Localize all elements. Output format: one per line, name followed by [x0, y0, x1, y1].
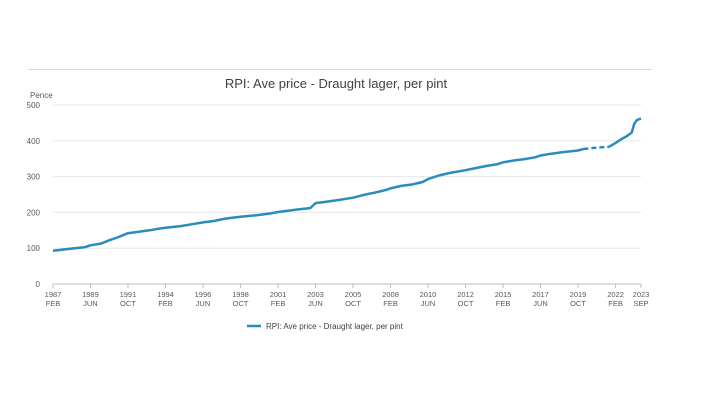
x-tick-year: 2010	[420, 290, 437, 299]
x-tick-year: 2008	[382, 290, 399, 299]
x-tick-year: 2005	[345, 290, 362, 299]
chart-top-divider	[28, 69, 652, 70]
series-lines	[52, 117, 642, 252]
y-axis-ticks: 0 100 200 300 400 500	[27, 101, 41, 289]
x-tick-year: 2001	[270, 290, 287, 299]
x-tick-year: 2003	[307, 290, 324, 299]
x-tick-year: 1996	[195, 290, 212, 299]
series-line-dashed	[583, 145, 609, 151]
x-tick-month: JUN	[533, 299, 548, 308]
x-tick-month: OCT	[458, 299, 474, 308]
x-tick-year: 2023	[633, 290, 650, 299]
x-tick-month: FEB	[158, 299, 173, 308]
series-line	[52, 147, 584, 252]
chart-title: RPI: Ave price - Draught lager, per pint	[225, 76, 448, 91]
x-tick-year: 1998	[232, 290, 249, 299]
x-tick-year: 2012	[457, 290, 474, 299]
y-tick-label: 0	[36, 280, 41, 289]
x-tick-month: SEP	[633, 299, 648, 308]
x-tick-month: JUN	[421, 299, 436, 308]
y-tick-label: 300	[27, 173, 41, 182]
x-tick-month: OCT	[120, 299, 136, 308]
legend: RPI: Ave price - Draught lager, per pint	[247, 322, 404, 331]
x-tick-month: OCT	[233, 299, 249, 308]
x-axis-ticks: 1987FEB1989JUN1991OCT1994FEB1996JUN1998O…	[45, 284, 650, 308]
x-tick-month: JUN	[308, 299, 323, 308]
x-tick-month: FEB	[496, 299, 511, 308]
x-tick-month: OCT	[345, 299, 361, 308]
x-tick-year: 1994	[157, 290, 174, 299]
x-tick-month: FEB	[271, 299, 286, 308]
legend-label: RPI: Ave price - Draught lager, per pint	[266, 322, 404, 331]
x-tick-month: FEB	[46, 299, 61, 308]
x-tick-month: FEB	[383, 299, 398, 308]
y-tick-label: 400	[27, 137, 41, 146]
x-tick-year: 2022	[607, 290, 624, 299]
x-tick-year: 2017	[532, 290, 549, 299]
y-tick-label: 500	[27, 101, 41, 110]
x-tick-year: 1991	[120, 290, 137, 299]
y-tick-label: 200	[27, 208, 41, 217]
y-tick-label: 100	[27, 244, 41, 253]
x-tick-month: JUN	[196, 299, 211, 308]
x-tick-month: OCT	[570, 299, 586, 308]
x-tick-year: 1989	[82, 290, 99, 299]
y-axis-label: Pence	[30, 91, 53, 100]
x-tick-year: 2015	[495, 290, 512, 299]
x-tick-month: FEB	[608, 299, 623, 308]
x-tick-month: JUN	[83, 299, 98, 308]
x-tick-year: 1987	[45, 290, 62, 299]
x-tick-year: 2019	[570, 290, 587, 299]
series-line	[608, 117, 642, 148]
gridlines	[53, 104, 641, 285]
